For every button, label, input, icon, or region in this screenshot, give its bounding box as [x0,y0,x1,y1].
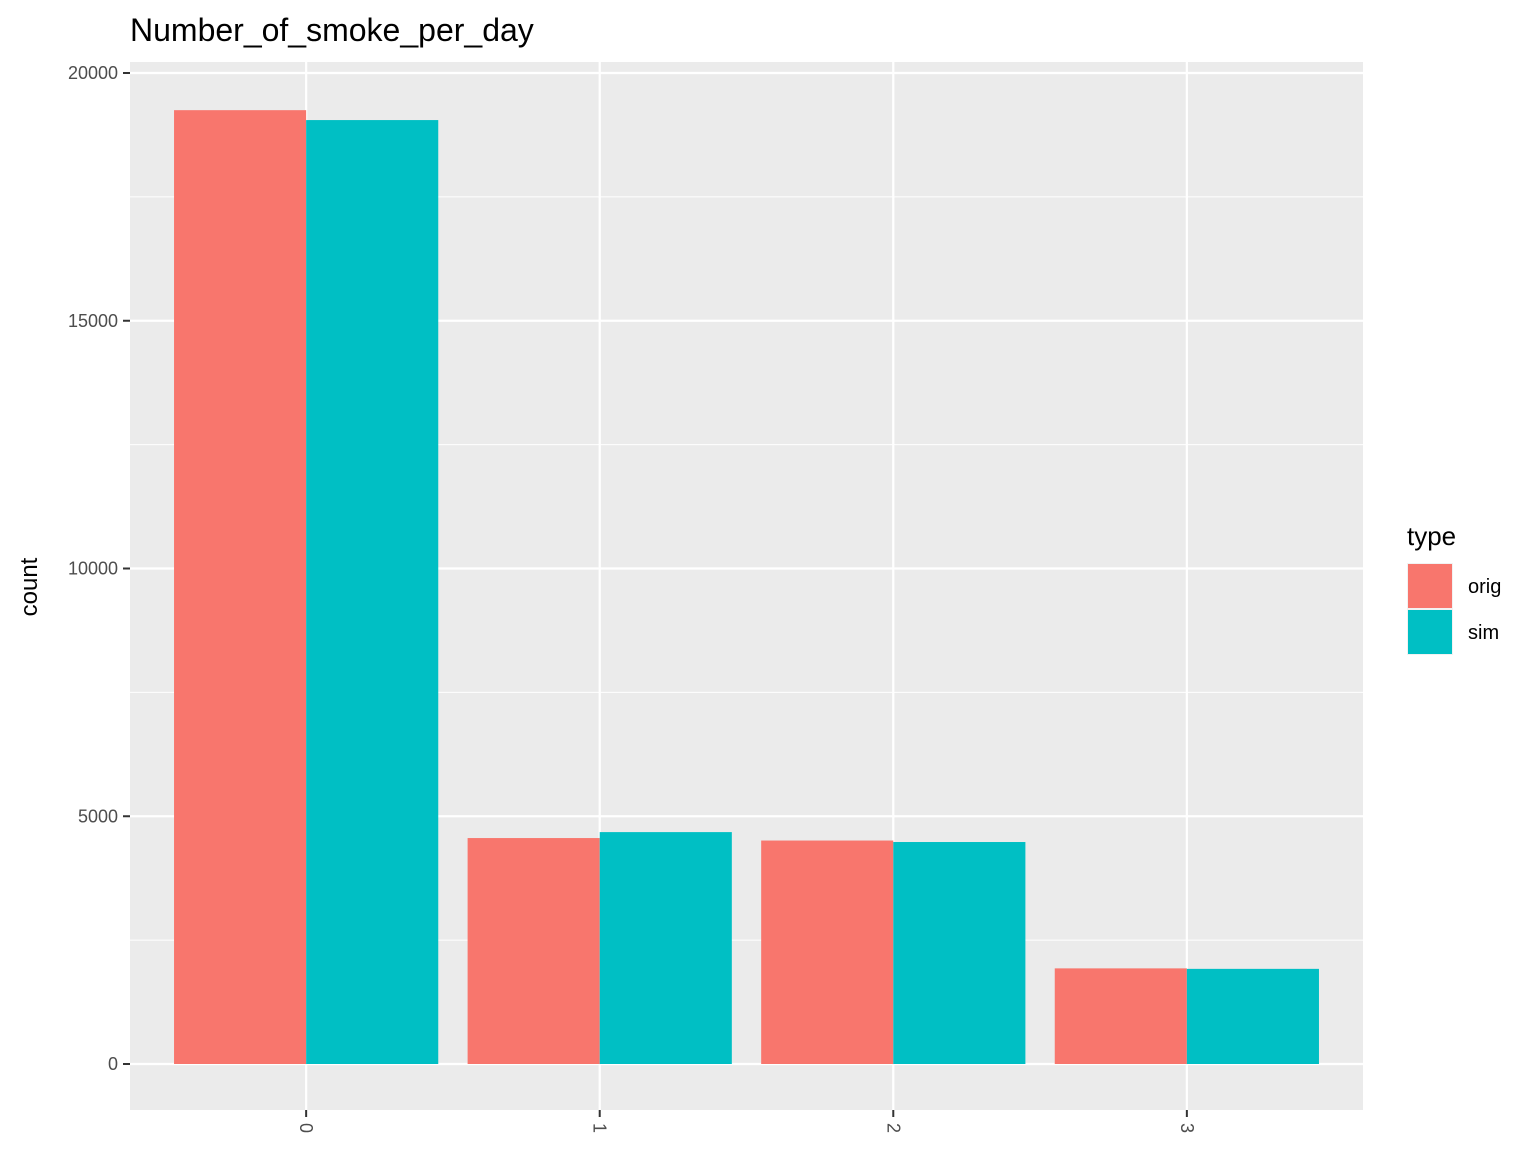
y-tick-label: 10000 [68,559,118,579]
y-axis: 0 5000 10000 15000 20000 [68,63,130,1074]
bar-orig-0 [174,110,307,1065]
bar-orig-1 [467,838,600,1064]
legend-label-orig: orig [1468,576,1501,598]
bar-orig-3 [1054,968,1187,1064]
y-tick-label: 15000 [68,311,118,331]
bar-sim-2 [893,842,1026,1064]
y-tick-label: 20000 [68,63,118,83]
x-tick-label: 3 [1177,1123,1197,1133]
y-tick-label: 0 [108,1054,118,1074]
x-tick-label: 1 [590,1123,610,1133]
legend-swatch-orig [1408,564,1452,608]
legend-swatch-sim [1408,610,1452,654]
x-axis: 0 1 2 3 [296,1110,1197,1133]
bar-sim-0 [306,120,439,1064]
bar-orig-2 [761,840,894,1064]
chart-title: Number_of_smoke_per_day [130,12,534,48]
bars [174,110,1319,1065]
x-tick-label: 2 [883,1123,903,1133]
y-tick-label: 5000 [78,806,118,826]
bar-sim-3 [1186,968,1319,1064]
bar-sim-1 [599,832,732,1064]
legend-title: type [1407,521,1456,551]
x-tick-label: 0 [296,1123,316,1133]
legend: type orig sim [1407,521,1501,655]
y-axis-title: count [16,557,43,616]
legend-label-sim: sim [1468,622,1499,644]
